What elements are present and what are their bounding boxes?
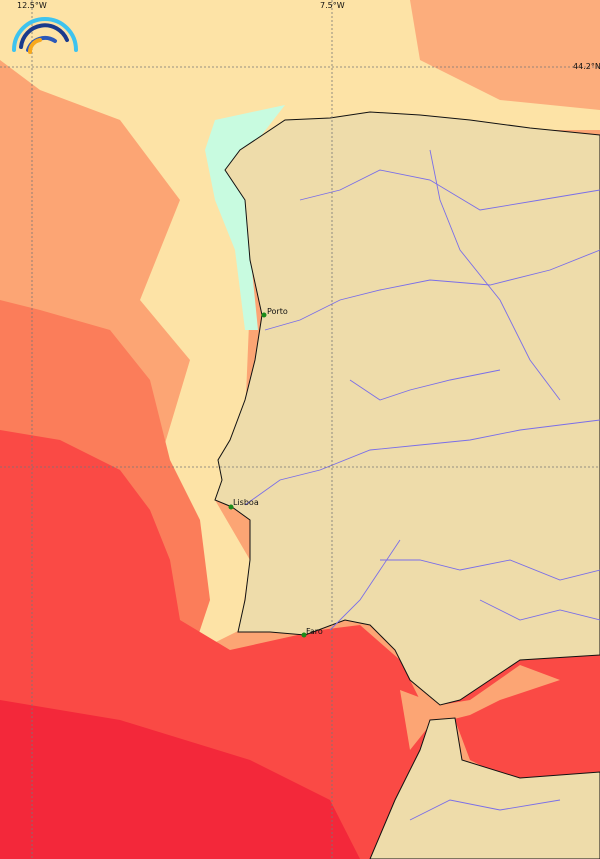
city-marker-faro — [301, 632, 307, 638]
city-marker-lisboa — [228, 504, 234, 510]
sea-orange-ne — [410, 0, 600, 110]
lon-label-east: 7.5°W — [320, 1, 345, 10]
city-markers — [228, 312, 307, 638]
rivers — [244, 149, 600, 821]
iberia-land — [214, 111, 600, 706]
sea-alboran — [440, 655, 600, 790]
strait-light — [400, 665, 560, 750]
city-label-porto: Porto — [267, 307, 288, 316]
lat-label: 44.2°N — [573, 62, 600, 71]
city-label-lisboa: Lisboa — [233, 498, 259, 507]
africa-land — [369, 717, 600, 859]
rainbow-arcs-logo — [12, 17, 78, 54]
city-label-faro: Faro — [306, 627, 323, 636]
sea-deep — [0, 700, 360, 859]
city-marker-porto — [261, 312, 267, 318]
sea-cool-coast — [205, 105, 285, 330]
lon-label-west: 12.5°W — [17, 1, 47, 10]
